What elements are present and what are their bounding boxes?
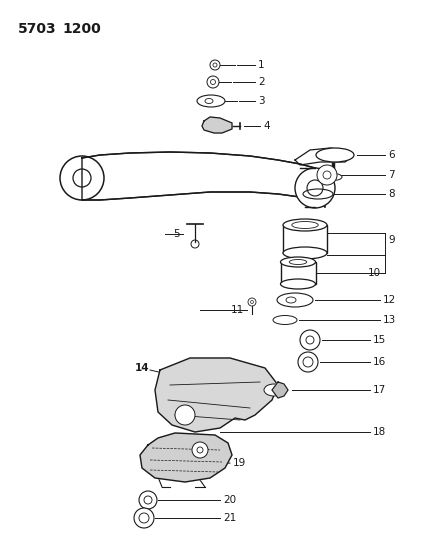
Circle shape <box>60 156 104 200</box>
Text: 21: 21 <box>223 513 236 523</box>
Ellipse shape <box>303 189 333 199</box>
Text: 19: 19 <box>233 458 246 468</box>
Circle shape <box>210 60 220 70</box>
Text: 14: 14 <box>135 363 150 373</box>
Ellipse shape <box>316 148 354 162</box>
Text: 7: 7 <box>388 170 395 180</box>
Ellipse shape <box>286 297 296 303</box>
Ellipse shape <box>197 95 225 107</box>
Ellipse shape <box>277 293 313 307</box>
Text: 3: 3 <box>258 96 265 106</box>
Ellipse shape <box>281 279 315 289</box>
Text: 6: 6 <box>388 150 395 160</box>
Text: 11: 11 <box>231 305 244 315</box>
Polygon shape <box>295 148 350 165</box>
Text: 4: 4 <box>263 121 269 131</box>
Polygon shape <box>82 152 325 207</box>
Bar <box>281 262 316 284</box>
Polygon shape <box>155 358 278 432</box>
Circle shape <box>298 352 318 372</box>
Ellipse shape <box>273 316 297 325</box>
Text: 15: 15 <box>373 335 386 345</box>
Polygon shape <box>140 433 232 482</box>
Text: 17: 17 <box>373 385 386 395</box>
Polygon shape <box>202 117 232 133</box>
Circle shape <box>134 508 154 528</box>
Ellipse shape <box>205 99 213 103</box>
Circle shape <box>192 442 208 458</box>
Text: 10: 10 <box>368 268 381 278</box>
Text: 9: 9 <box>388 235 395 245</box>
Text: 5: 5 <box>173 229 180 239</box>
Circle shape <box>175 405 195 425</box>
Text: 18: 18 <box>373 427 386 437</box>
Ellipse shape <box>324 174 342 181</box>
Text: 13: 13 <box>383 315 396 325</box>
Text: 1200: 1200 <box>62 22 101 36</box>
Circle shape <box>295 168 335 208</box>
Circle shape <box>207 76 219 88</box>
Ellipse shape <box>264 384 284 396</box>
Ellipse shape <box>283 247 327 259</box>
Circle shape <box>139 491 157 509</box>
Ellipse shape <box>281 257 315 267</box>
Polygon shape <box>272 382 288 398</box>
Text: 12: 12 <box>383 295 396 305</box>
Text: 2: 2 <box>258 77 265 87</box>
Text: 1: 1 <box>258 60 265 70</box>
Circle shape <box>248 298 256 306</box>
Text: 5703: 5703 <box>18 22 57 36</box>
Bar <box>283 225 327 253</box>
Text: 20: 20 <box>223 495 236 505</box>
Text: 16: 16 <box>373 357 386 367</box>
Circle shape <box>300 330 320 350</box>
Ellipse shape <box>283 219 327 231</box>
Text: 8: 8 <box>388 189 395 199</box>
Circle shape <box>317 165 337 185</box>
